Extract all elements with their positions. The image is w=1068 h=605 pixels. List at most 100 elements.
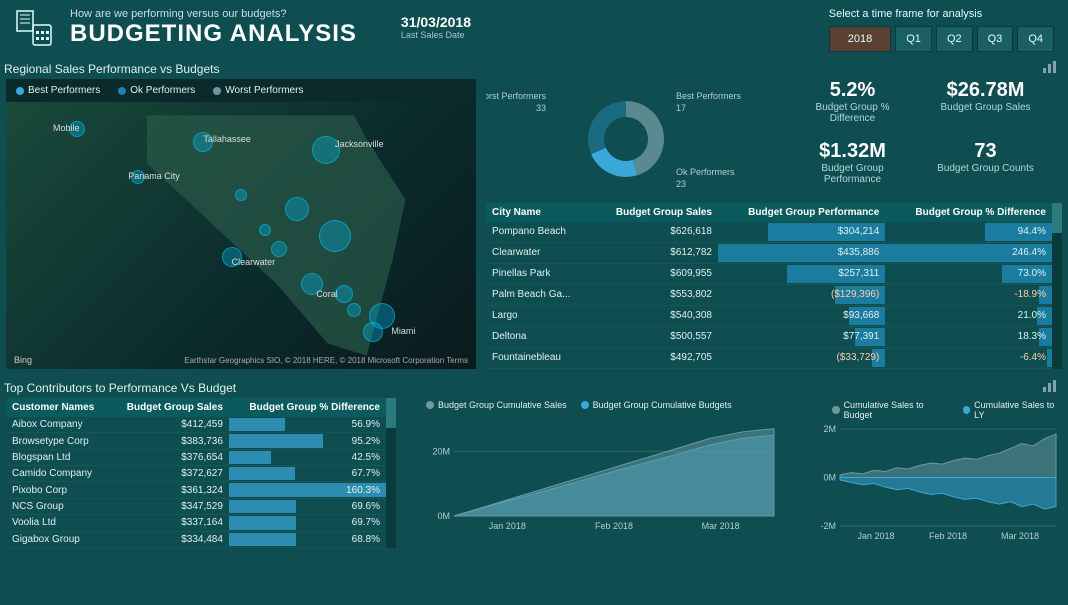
svg-text:0M: 0M <box>437 511 450 521</box>
svg-text:0M: 0M <box>823 473 836 483</box>
svg-text:Jan 2018: Jan 2018 <box>857 531 894 541</box>
q3-button[interactable]: Q3 <box>977 26 1014 52</box>
q4-button[interactable]: Q4 <box>1017 26 1054 52</box>
legend-item[interactable]: Cumulative Sales to Budget <box>832 400 949 420</box>
kpi-value: 73 <box>929 140 1042 163</box>
table-row[interactable]: Deltona $500,557 $77,391 18.3% <box>486 326 1052 347</box>
table-row[interactable]: Pixobo Corp$361,324 160.3% <box>6 482 386 498</box>
kpi-card: 73Budget Group Counts <box>929 140 1042 197</box>
map-bubble[interactable] <box>271 241 287 257</box>
table-row[interactable]: Palm Beach Ga... $553,802 ($129,396) -18… <box>486 284 1052 305</box>
column-header[interactable]: Customer Names <box>6 398 110 417</box>
svg-text:Feb 2018: Feb 2018 <box>929 531 967 541</box>
table-row[interactable]: Browsetype Corp$383,736 95.2% <box>6 433 386 449</box>
section2-title: Top Contributors to Performance Vs Budge… <box>4 381 236 395</box>
table-row[interactable]: Gigabox Group$334,484 68.8% <box>6 531 386 547</box>
donut-label: Ok Performers <box>676 167 735 177</box>
donut-slice[interactable] <box>591 148 637 177</box>
table-row[interactable]: Pinellas Park $609,955 $257,311 73.0% <box>486 263 1052 284</box>
donut-slice[interactable] <box>588 101 626 154</box>
donut-count: 23 <box>676 179 686 189</box>
legend-item[interactable]: Budget Group Cumulative Budgets <box>581 400 732 410</box>
table-row[interactable]: Pompano Beach $626,618 $304,214 94.4% <box>486 222 1052 242</box>
chart-icon[interactable] <box>1042 379 1058 396</box>
last-sales-date: 31/03/2018 Last Sales Date <box>401 14 471 40</box>
legend-item[interactable]: Ok Performers <box>118 85 195 96</box>
kpi-value: $1.32M <box>796 140 909 163</box>
column-header[interactable]: Budget Group Sales <box>592 203 718 222</box>
svg-text:Mar 2018: Mar 2018 <box>702 521 740 531</box>
svg-text:Mar 2018: Mar 2018 <box>1001 531 1039 541</box>
table-row[interactable]: Voolia Ltd$337,164 69.7% <box>6 515 386 531</box>
table-row[interactable]: Camido Company$372,627 67.7% <box>6 466 386 482</box>
kpi-label: Budget Group % Difference <box>796 102 909 124</box>
kpi-grid: 5.2%Budget Group % Difference $26.78MBudg… <box>776 79 1062 197</box>
donut-chart[interactable]: Worst Performers33Best Performers17Ok Pe… <box>486 79 766 197</box>
svg-text:2M: 2M <box>823 424 836 434</box>
table-row[interactable]: Aibox Company$412,459 56.9% <box>6 417 386 433</box>
q1-button[interactable]: Q1 <box>895 26 932 52</box>
city-label: Jacksonville <box>335 139 384 149</box>
column-header[interactable]: Budget Group % Difference <box>229 398 386 417</box>
city-label: Mobile <box>53 123 80 133</box>
column-header[interactable]: Budget Group Performance <box>718 203 885 222</box>
map-legend: Best Performers Ok Performers Worst Perfor… <box>6 79 476 102</box>
kpi-value: 5.2% <box>796 79 909 102</box>
date-value: 31/03/2018 <box>401 14 471 30</box>
kpi-card: $1.32MBudget Group Performance <box>796 140 909 197</box>
map-canvas[interactable]: Mobile Tallahassee Jacksonville Panama City… <box>6 102 476 369</box>
section2-title-row: Top Contributors to Performance Vs Budge… <box>0 375 1068 398</box>
donut-count: 17 <box>676 103 686 113</box>
cumulative-line-chart[interactable]: Cumulative Sales to Budget Cumulative Sal… <box>812 398 1062 548</box>
cumulative-area-chart[interactable]: Budget Group Cumulative Sales Budget Grou… <box>406 398 802 548</box>
kpi-card: $26.78MBudget Group Sales <box>929 79 1042 136</box>
chart-series <box>840 434 1056 478</box>
city-label: Coral <box>316 289 338 299</box>
map-bubble[interactable] <box>347 303 361 317</box>
legend-item[interactable]: Cumulative Sales to LY <box>963 400 1062 420</box>
map-panel[interactable]: Best Performers Ok Performers Worst Perfor… <box>6 79 476 369</box>
svg-text:Jan 2018: Jan 2018 <box>489 521 526 531</box>
column-header[interactable]: Budget Group % Difference <box>885 203 1052 222</box>
year-button[interactable]: 2018 <box>829 26 891 52</box>
table-row[interactable]: Clearwater $612,782 $435,886 246.4% <box>486 242 1052 263</box>
chart-icon[interactable] <box>1042 60 1058 77</box>
city-label: Panama City <box>128 171 180 181</box>
scrollbar[interactable] <box>386 398 396 548</box>
scrollbar[interactable] <box>1052 203 1062 369</box>
map-attribution-left: Bing <box>14 355 32 365</box>
table-row[interactable]: NCS Group$347,529 69.6% <box>6 498 386 514</box>
kpi-label: Budget Group Counts <box>929 163 1042 174</box>
city-label: Tallahassee <box>203 134 251 144</box>
customer-table[interactable]: Customer NamesBudget Group SalesBudget G… <box>6 398 396 548</box>
q2-button[interactable]: Q2 <box>936 26 973 52</box>
kpi-card: 5.2%Budget Group % Difference <box>796 79 909 136</box>
city-label: Miami <box>391 326 415 336</box>
map-bubble[interactable] <box>319 220 351 252</box>
map-bubble[interactable] <box>363 322 383 342</box>
legend-item[interactable]: Worst Performers <box>213 85 303 96</box>
chart-series <box>840 478 1056 510</box>
table-row[interactable]: Blogspan Ltd$376,654 42.5% <box>6 449 386 465</box>
date-label: Last Sales Date <box>401 30 471 40</box>
section1-title-row: Regional Sales Performance vs Budgets <box>0 56 1068 79</box>
legend-item[interactable]: Best Performers <box>16 85 100 96</box>
table-row[interactable]: Largo $540,308 $93,668 21.0% <box>486 305 1052 326</box>
column-header[interactable]: City Name <box>486 203 592 222</box>
section1-title: Regional Sales Performance vs Budgets <box>4 62 219 76</box>
legend-item[interactable]: Budget Group Cumulative Sales <box>426 400 567 410</box>
city-table[interactable]: City NameBudget Group SalesBudget Group … <box>486 203 1062 369</box>
city-label: Clearwater <box>232 257 276 267</box>
map-bubble[interactable] <box>259 224 271 236</box>
column-header[interactable]: Budget Group Sales <box>110 398 229 417</box>
map-attribution-right: Earthstar Geographics SIO, © 2018 HERE, … <box>184 356 468 365</box>
title-block: How are we performing versus our budgets… <box>70 8 357 48</box>
chart-series <box>454 429 774 516</box>
donut-label: Worst Performers <box>486 91 546 101</box>
header: How are we performing versus our budgets… <box>0 0 1068 56</box>
table-row[interactable]: Fountainebleau $492,705 ($33,729) -6.4% <box>486 347 1052 368</box>
timeframe-buttons: 2018 Q1 Q2 Q3 Q4 <box>829 26 1054 52</box>
timeframe-label: Select a time frame for analysis <box>829 8 1054 20</box>
page-subtitle: How are we performing versus our budgets… <box>70 8 357 20</box>
kpi-label: Budget Group Performance <box>796 163 909 185</box>
